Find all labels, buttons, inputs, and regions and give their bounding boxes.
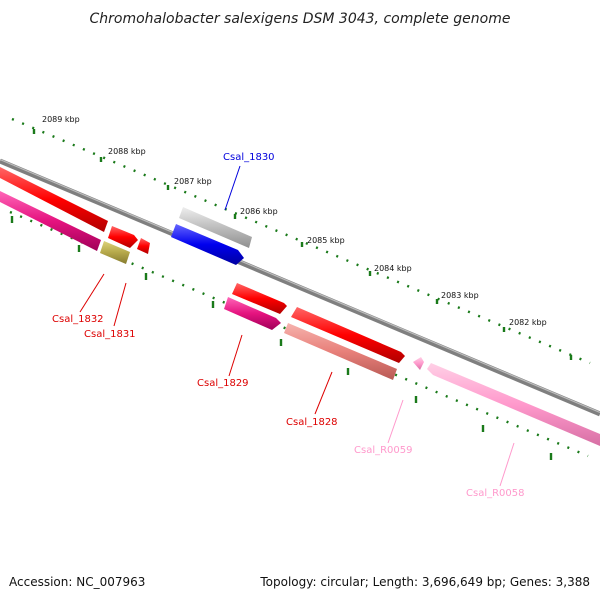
gene-arrow-csal-1828[interactable] [284, 323, 397, 380]
tick-label: 2085 kbp [307, 236, 345, 245]
gene-arrow[interactable] [291, 307, 405, 363]
leader-csal-1831 [113, 282, 127, 327]
gene-arrow-csal-1831[interactable] [100, 241, 130, 264]
gene-arrow[interactable] [108, 226, 138, 248]
gene-arrow[interactable] [171, 224, 244, 265]
backbone-line [0, 158, 600, 417]
tick-label: 2089 kbp [42, 115, 80, 124]
tick-label: 2084 kbp [374, 264, 412, 273]
accession-text: Accession: NC_007963 [9, 575, 145, 589]
gene-labels: Csal_1830 Csal_1832 Csal_1831 Csal_1829 … [52, 152, 525, 499]
gene-arrow[interactable] [0, 191, 101, 251]
tick-label: 2087 kbp [174, 177, 212, 186]
gene-arrow[interactable] [137, 238, 150, 254]
genome-summary-text: Topology: circular; Length: 3,696,649 bp… [259, 575, 590, 589]
page-title: Chromohalobacter salexigens DSM 3043, co… [90, 11, 511, 27]
tick-label: 2086 kbp [240, 207, 278, 216]
genome-backbone [0, 158, 600, 417]
gene-label-csal-1829[interactable]: Csal_1829 [197, 378, 249, 389]
gene-arrow-csal-1830[interactable] [179, 207, 252, 248]
gene-arrow[interactable] [0, 167, 108, 232]
gene-arrow-csal-r0059[interactable] [413, 357, 424, 370]
gene-arrow-csal-1829[interactable] [224, 297, 281, 330]
upper-strand-features [0, 167, 405, 363]
gene-label-csal-r0059[interactable]: Csal_R0059 [354, 445, 413, 456]
leader-csal-r0059 [387, 399, 404, 444]
tick-label: 2083 kbp [441, 291, 479, 300]
backbone-highlight [0, 158, 600, 414]
leader-csal-1832 [79, 273, 105, 313]
gene-label-csal-r0058[interactable]: Csal_R0058 [466, 488, 525, 499]
leader-csal-1829 [228, 334, 243, 377]
tick-label: 2082 kbp [509, 318, 547, 327]
gene-label-csal-1831[interactable]: Csal_1831 [84, 329, 136, 340]
gene-arrow[interactable] [232, 283, 287, 314]
leader-csal-r0058 [499, 442, 515, 487]
label-leaders [79, 165, 515, 487]
gene-label-csal-1828[interactable]: Csal_1828 [286, 417, 338, 428]
upper-tick-ruler: 2089 kbp 2088 kbp 2087 kbp 2086 kbp 2085… [11, 115, 591, 365]
lower-tick-ruler [9, 210, 589, 460]
gene-label-csal-1830[interactable]: Csal_1830 [223, 152, 275, 163]
lower-strand-features [0, 191, 600, 446]
leader-csal-1828 [314, 371, 333, 415]
tick-label: 2088 kbp [108, 147, 146, 156]
leader-csal-1830 [224, 165, 241, 211]
gene-label-csal-1832[interactable]: Csal_1832 [52, 314, 104, 325]
gene-arrow-csal-r0058[interactable] [427, 363, 600, 446]
